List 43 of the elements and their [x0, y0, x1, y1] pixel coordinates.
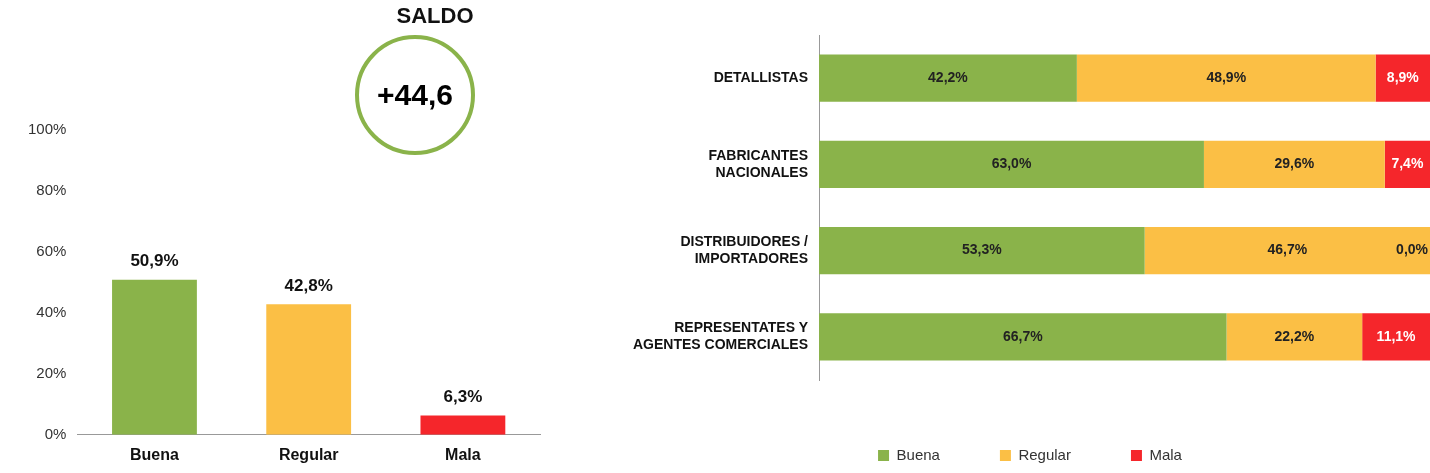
circle-outline: +44,6 — [355, 35, 475, 155]
bar — [819, 140, 1204, 189]
y-tick-label: 40% — [36, 303, 67, 321]
data-label: 50,9% — [130, 251, 179, 271]
data-label: 42,8% — [284, 276, 333, 296]
y-tick-label: 80% — [36, 181, 67, 199]
data-label: 11,1% — [1376, 327, 1417, 344]
bar — [1144, 226, 1430, 275]
y-tick-label: DISTRIBUIDORES / IMPORTADORES — [680, 233, 809, 266]
bar — [112, 279, 197, 435]
y-tick-label: 0% — [44, 424, 67, 442]
chart-title: SALDO — [396, 3, 474, 29]
y-tick-label: FABRICANTES NACIONALES — [708, 146, 809, 180]
data-label: 8,9% — [1386, 68, 1420, 85]
bar — [1226, 313, 1363, 361]
data-label: 48,9% — [1206, 68, 1247, 85]
bar — [1203, 140, 1385, 189]
bar — [819, 226, 1145, 275]
bar — [1076, 54, 1376, 102]
bar — [420, 415, 506, 435]
bar — [819, 54, 1077, 102]
data-label: 42,2% — [928, 68, 969, 85]
bar — [1362, 313, 1430, 361]
y-tick-label: REPRESENTATES Y AGENTES COMERCIALES — [633, 319, 809, 353]
data-label: 63,0% — [991, 155, 1032, 172]
data-label: 22,2% — [1274, 327, 1315, 344]
y-tick-label: DETALLISTAS — [713, 68, 809, 85]
bar — [819, 313, 1227, 361]
bar — [266, 304, 352, 435]
x-tick-label: Regular — [278, 445, 339, 463]
data-label: 46,7% — [1267, 241, 1308, 258]
y-tick-label: 60% — [36, 242, 67, 260]
x-tick-label: Buena — [130, 445, 180, 463]
y-tick-label: 20% — [36, 363, 67, 381]
bar — [1375, 54, 1430, 102]
x-tick-label: Mala — [445, 445, 481, 463]
data-label: 29,6% — [1274, 155, 1315, 172]
data-label: 7,4% — [1391, 155, 1424, 172]
data-label: 6,3% — [443, 387, 483, 407]
data-label: 66,7% — [1002, 327, 1044, 344]
data-label: 53,3% — [961, 241, 1003, 258]
data-label: 0,0% — [1396, 241, 1429, 258]
y-tick-label: 100% — [27, 120, 67, 138]
